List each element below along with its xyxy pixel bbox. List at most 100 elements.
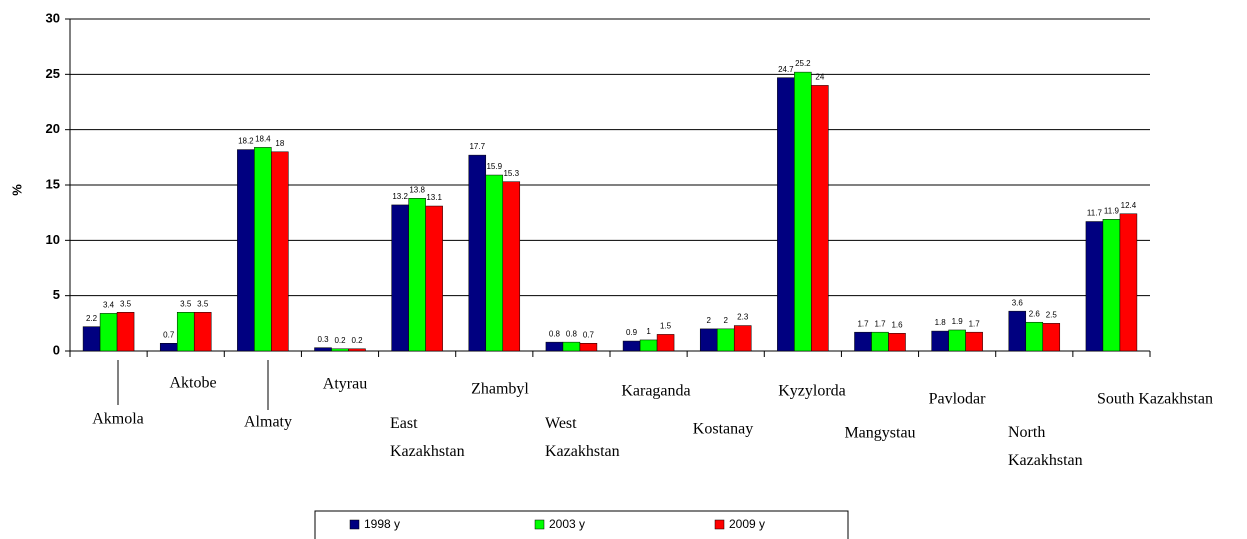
value-label: 0.7 [583,330,595,339]
bar [1008,310,1027,352]
bar [656,334,675,352]
bar [502,181,521,352]
bar [1119,213,1138,352]
bar [545,341,564,352]
value-label: 1.7 [874,319,886,328]
bar [314,347,332,352]
bar [468,154,487,352]
legend [314,510,849,539]
x-tick-label: South Kazakhstan [1097,391,1213,408]
x-tick-label: East Kazakhstan [390,415,465,460]
bar [716,328,735,352]
bar [579,343,598,352]
value-label: 3.5 [120,299,132,308]
legend-swatch [534,519,545,530]
bar [485,174,504,352]
value-label: 25.2 [795,59,811,68]
value-label: 15.9 [486,162,502,171]
x-tick-label: Pavlodar [929,391,987,408]
value-label: 0.7 [163,330,175,339]
y-tick-label: 20 [46,121,60,136]
bar [271,151,289,352]
value-label: 0.8 [566,329,578,338]
value-label: 2 [706,316,711,325]
legend-swatch [349,519,360,530]
bar [408,198,426,352]
x-tick-label: West Kazakhstan [545,415,620,460]
bar [193,312,212,352]
y-axis-label: % [9,184,24,196]
bar [931,330,949,352]
value-label: 1.8 [935,318,947,327]
bar [948,329,966,352]
bar [176,312,195,352]
x-tick-label: Mangystau [844,425,915,442]
value-label: 2.2 [86,314,98,323]
value-label: 1.5 [660,322,672,331]
bar [794,71,812,352]
bar [237,149,255,352]
bar [116,312,135,352]
value-label: 0.9 [626,328,638,337]
x-tick-label: Zhambyl [471,381,529,398]
value-label: 1.9 [952,317,964,326]
value-label: 2.5 [1046,310,1058,319]
value-label: 1 [646,327,651,336]
legend-label: 2009 y [729,517,765,531]
bar [99,313,118,352]
bar [348,348,366,352]
y-tick-label: 5 [53,287,60,302]
y-tick-label: 30 [46,10,60,25]
bar [888,333,906,352]
x-tick-label: Kostanay [693,421,753,438]
legend-label: 2003 y [549,517,585,531]
value-label: 2.6 [1029,309,1041,318]
value-label: 0.2 [351,336,363,345]
bar [965,331,983,352]
y-tick-label: 15 [46,176,60,191]
value-label: 15.3 [503,169,519,178]
bar [254,147,272,352]
bar [699,328,718,352]
bar [1042,323,1061,352]
bar [1025,321,1044,352]
bar [425,205,443,352]
x-tick-label: Kyzylorda [778,383,846,400]
value-label: 18 [275,139,284,148]
value-label: 2 [723,316,728,325]
value-label: 13.2 [392,192,408,201]
value-label: 2.3 [737,313,749,322]
legend-swatch [714,519,725,530]
bar [854,331,872,352]
y-tick-label: 25 [46,66,60,81]
value-label: 11.7 [1087,209,1103,218]
bar [391,204,409,352]
y-tick-label: 10 [46,232,60,247]
bar [331,348,349,352]
bar [811,85,829,352]
bar [1085,221,1104,352]
value-label: 1.7 [969,319,981,328]
bar [622,340,641,352]
value-label: 0.8 [549,329,561,338]
bar [82,326,101,352]
bar [871,331,889,352]
value-label: 3.6 [1012,298,1024,307]
bar [1102,219,1121,352]
value-label: 0.2 [334,336,346,345]
value-label: 17.7 [469,142,485,151]
value-label: 18.2 [238,137,254,146]
value-label: 1.7 [857,319,869,328]
bar [777,77,795,352]
value-label: 11.9 [1104,206,1120,215]
value-label: 3.5 [180,299,192,308]
x-tick-label: Akmola [92,411,144,428]
value-label: 3.5 [197,299,209,308]
value-label: 12.4 [1121,201,1137,210]
value-label: 24 [815,73,824,82]
x-tick-label: Almaty [244,414,292,431]
value-label: 0.3 [317,335,329,344]
value-label: 13.1 [426,193,442,202]
bar [159,343,178,352]
